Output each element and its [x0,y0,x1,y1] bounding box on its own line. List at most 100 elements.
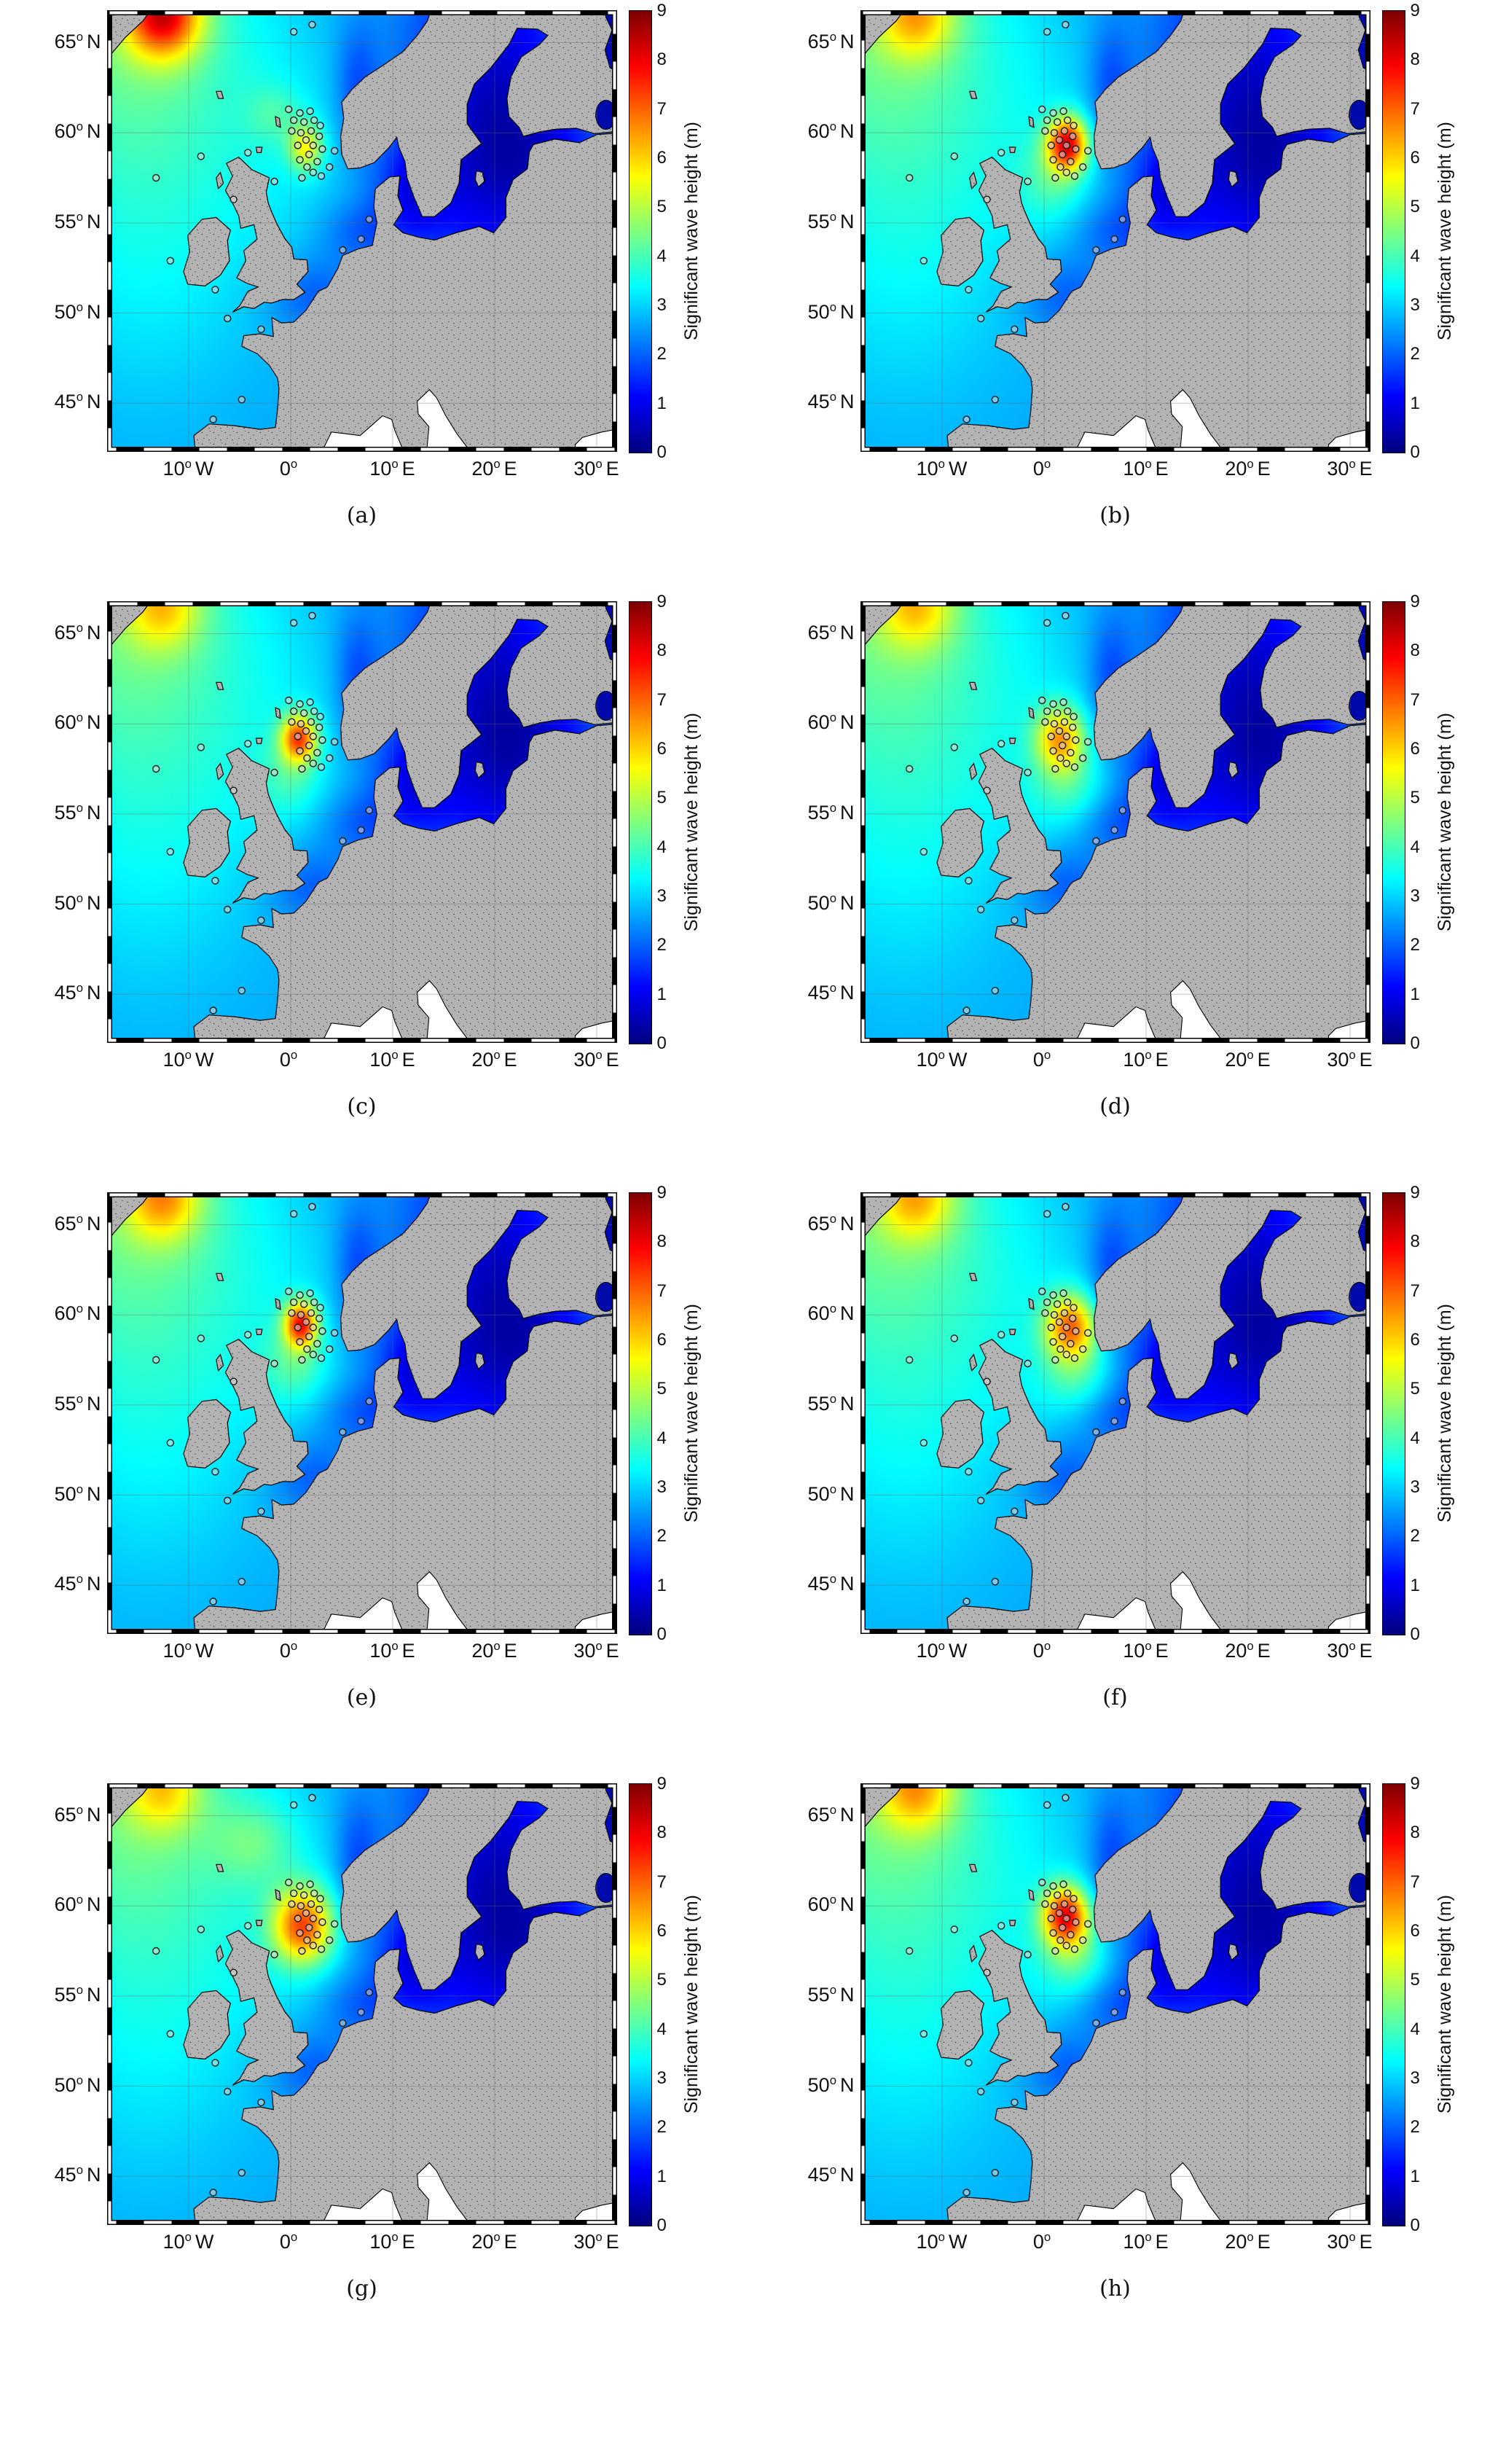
colorbar-tick-label: 1 [656,985,667,1004]
map-frame-dashes [108,11,616,451]
buoy-marker [302,163,311,171]
buoy-marker [1040,1309,1049,1317]
buoy-marker [1043,1298,1051,1307]
colorbar-tick-label: 3 [1410,886,1420,906]
buoy-marker [299,1300,307,1308]
buoy-marker [997,149,1005,157]
map-overlay [106,601,617,1043]
lat-tick-label: 55o N [807,1392,855,1415]
lat-tick-label: 50o N [807,300,855,323]
buoy-marker [297,764,306,773]
colorbar-tick-label: 7 [656,690,667,710]
colorbar-label: Significant wave height (m) [681,1783,710,2225]
colorbar: 0 1 2 3 4 5 6 7 8 9 Significant wave height (m) [1381,1774,1464,2235]
buoy-marker [1070,1945,1078,1953]
buoy-marker [356,235,365,243]
colorbar-tick-labels: 0 1 2 3 4 5 6 7 8 9 [652,1,681,462]
buoy-marker [318,736,326,744]
lon-tick-label: 20o E [1225,2230,1271,2253]
colorbar-tick-label: 4 [656,837,667,857]
colorbar-tick-label: 1 [1410,1576,1420,1595]
lon-tick-label: 30o E [573,2230,619,2253]
buoy-marker [1061,1202,1070,1211]
buoy-marker [315,723,323,732]
buoy-marker [1062,168,1070,176]
lon-tick-label: 0o [279,2230,298,2253]
y-axis-tick-labels: 65o N 60o N 55o N 50o N 45o N [796,1192,860,1634]
buoy-marker [1070,763,1078,771]
buoy-marker [1043,116,1051,125]
lat-tick-label: 50o N [54,1482,101,1505]
buoy-marker [1062,1350,1070,1358]
terrain-speckle [1228,1944,1238,1960]
colorbar-gradient [1381,1783,1405,2226]
terrain-speckle [255,1920,262,1926]
colorbar-tick-label: 4 [1410,2019,1420,2039]
colorbar-tick-label: 0 [656,442,667,462]
colorbar-tick-label: 9 [656,1,667,20]
buoy-marker [1058,150,1066,159]
lon-tick-label: 30o E [1327,457,1373,480]
terrain-speckle [969,1945,977,1962]
colorbar-tick-label: 3 [1410,295,1420,315]
colorbar-tick-label: 3 [656,2068,667,2088]
buoy-marker [166,1439,174,1447]
terrain-speckle [216,763,224,780]
buoy-marker [1062,1323,1070,1331]
colorbar-tick-label: 5 [1410,788,1420,807]
buoy-marker [284,1878,292,1887]
buoy-marker [1055,1318,1063,1326]
buoy-marker [297,1947,306,1955]
buoy-marker [309,732,317,740]
out-of-domain-sea [573,2202,617,2225]
terrain-speckle [193,1906,617,2225]
terrain-speckle [224,157,308,313]
wave-map-panel: 65o N 60o N 55o N 50o N 45o N 10o W 0o 10o E 20o E 30o E … [796,1,1464,528]
buoy-marker [338,837,347,845]
buoy-marker [289,1298,297,1307]
x-axis-tick-labels: 10o W 0o 10o E 20o E 30o E [860,1634,1373,1666]
buoy-marker [1058,741,1066,750]
colorbar-tick-label: 5 [656,1970,667,1990]
buoy-marker [289,707,297,716]
buoy-marker [1110,235,1118,243]
map-frame-dashes [108,1784,616,2224]
buoy-marker [976,314,984,323]
terrain-speckle [474,762,485,778]
buoy-marker [964,1468,973,1476]
buoy-marker [356,826,365,834]
buoy-marker [302,727,310,735]
buoy-marker [305,1923,313,1932]
lat-tick-label: 60o N [807,120,855,142]
buoy-marker [243,1922,251,1930]
lon-tick-label: 0o [279,457,298,480]
colorbar-tick-label: 6 [1410,148,1420,168]
buoy-marker [1071,736,1080,744]
lon-tick-label: 10o W [916,1048,968,1071]
terrain-speckle [1228,762,1238,778]
terrain-speckle [969,1354,977,1371]
buoy-marker [287,718,296,726]
colorbar-gradient [628,1192,652,1635]
buoy-marker [243,740,251,748]
lon-tick-label: 20o E [471,1639,517,1662]
colorbar-tick-label: 8 [1410,50,1420,69]
buoy-marker [1048,700,1057,708]
buoy-marker [356,1417,365,1425]
buoy-marker [365,806,373,815]
buoy-marker [315,132,323,141]
buoy-marker [317,763,325,771]
lat-tick-label: 50o N [807,1482,855,1505]
buoy-marker [330,146,338,155]
buoy-marker [1053,118,1061,126]
buoy-marker [997,1331,1005,1339]
buoy-marker [297,1310,305,1319]
buoy-marker [1118,1988,1126,1997]
figure-row: 65o N 60o N 55o N 50o N 45o N 10o W 0o 10o E 20o E 30o E … [43,1183,1464,1710]
out-of-domain-sea [573,429,617,452]
colorbar-tick-label: 6 [1410,1330,1420,1350]
buoy-marker [1010,325,1019,333]
buoy-marker [1047,141,1055,149]
colorbar-tick-label: 3 [656,295,667,315]
buoy-marker [295,1338,304,1346]
